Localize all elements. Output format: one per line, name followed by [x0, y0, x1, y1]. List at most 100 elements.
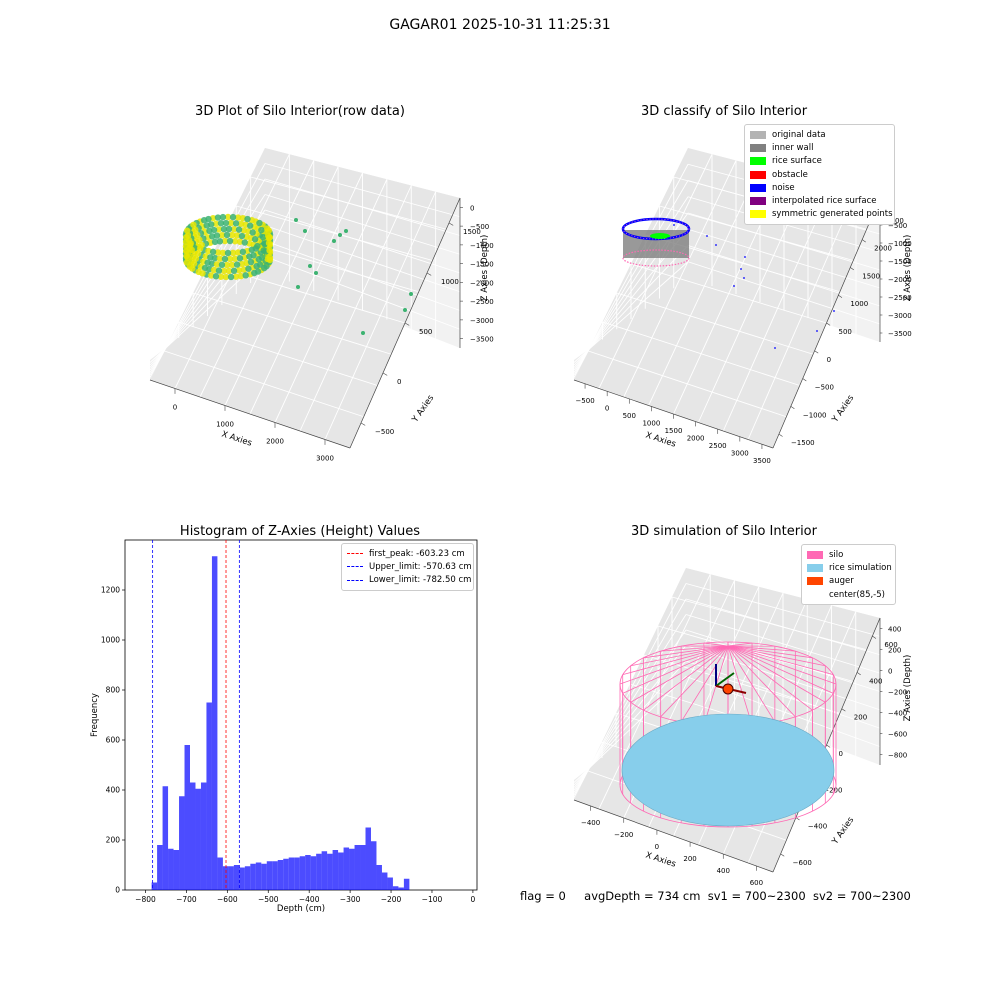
p1-point: [251, 236, 259, 243]
p2-y-axis-label: Y Axies: [830, 393, 857, 425]
panel1-title: 3D Plot of Silo Interior(row data): [195, 104, 405, 119]
histogram-bar: [387, 877, 393, 890]
p2-y-tick-label: −1500: [791, 439, 815, 447]
p2-gridline: [602, 321, 800, 386]
p4-silo-roof-edge: [727, 645, 826, 667]
p1-point: [232, 273, 240, 280]
p1-point: [237, 272, 245, 280]
p1-point: [236, 238, 244, 245]
p4-y-tick-label: −400: [808, 823, 827, 831]
histogram-bar: [283, 858, 289, 890]
p1-point: [264, 225, 271, 232]
histogram-plot-area: [124, 539, 478, 891]
legend-label: Lower_limit: -782.50 cm: [369, 575, 472, 586]
histogram-bar: [365, 827, 371, 890]
p1-grid: [149, 154, 461, 440]
p1-point: [220, 267, 228, 275]
legend-swatch: [750, 130, 766, 139]
sv1-text: sv1 = 700~2300: [707, 889, 806, 903]
histogram-bar: [288, 857, 295, 890]
p1-point: [223, 261, 231, 269]
legend-entry: rice simulation: [807, 561, 892, 574]
p2-gridline: [616, 292, 814, 355]
p1-x-tick-label: 3000: [316, 455, 334, 463]
histogram-bar: [327, 853, 333, 890]
p2-y-tick-label: 0: [827, 356, 831, 364]
p1-point: [212, 273, 220, 280]
legend-label: original data: [772, 129, 826, 140]
p1-point: [242, 272, 249, 279]
histogram-x-tick-label: −800: [135, 895, 156, 904]
legend-label: interpolated rice surface: [772, 196, 877, 207]
p1-point: [208, 272, 215, 279]
histogram-bar: [299, 856, 306, 890]
histogram-x-tick-label: −300: [340, 895, 361, 904]
p4-x-tick-label: 0: [655, 843, 659, 851]
histogram-x-tick-label: −700: [176, 895, 197, 904]
p4-y-tick-label: 200: [854, 714, 867, 722]
histogram-bar: [200, 782, 207, 890]
legend-swatch: [347, 553, 363, 555]
p4-y-tick-label: 0: [839, 750, 843, 758]
p2-y-tick: [838, 294, 843, 298]
p2-x-tick-label: 500: [623, 412, 636, 420]
p4-y-tick-label: −200: [823, 786, 842, 794]
histogram-y-tick-label: 0: [115, 886, 120, 895]
p1-gridline: [178, 321, 378, 386]
p4-silo-roof-edge: [727, 645, 796, 718]
p1-point: [189, 265, 196, 272]
p1-point: [237, 220, 245, 228]
figure-title: GAGAR01 2025-10-31 11:25:31: [389, 17, 611, 33]
p1-point: [214, 214, 222, 221]
p4-y-tick: [795, 817, 800, 821]
histogram-bar: [272, 861, 278, 890]
p1-point: [184, 232, 192, 239]
p2-x-tick-label: 2000: [687, 435, 705, 443]
legend-swatch: [807, 577, 823, 586]
histogram-x-tick-label: −400: [299, 895, 320, 904]
legend-swatch: [750, 143, 766, 152]
p1-z-tick-label: −2000: [470, 279, 494, 287]
p2-y-tick: [826, 322, 831, 326]
p2-x-tick-label: 3500: [753, 457, 771, 465]
histogram-y-tick-label: 600: [106, 736, 121, 745]
p1-point: [244, 215, 251, 223]
p1-point: [192, 226, 199, 233]
p1-y-tick: [404, 322, 410, 326]
legend-swatch: [807, 563, 823, 572]
p1-point: [236, 255, 244, 262]
histogram-y-tick-label: 200: [106, 836, 121, 845]
p2-noise-point: [743, 277, 745, 279]
p4-silo-roof-edge: [727, 645, 776, 723]
histogram-x-tick-label: 0: [471, 895, 476, 904]
p4-z-tick-label: −800: [888, 752, 907, 760]
p1-z-tick-label: −1500: [470, 261, 494, 269]
legend-label: first_peak: -603.23 cm: [369, 548, 465, 559]
histogram-bar: [179, 796, 185, 890]
p1-point: [210, 266, 218, 274]
p2-noise-point: [774, 347, 776, 349]
histogram-bar: [173, 850, 180, 890]
p1-point: [263, 262, 270, 270]
p1-outlier-point: [332, 239, 336, 243]
p1-z-tick-label: −2500: [470, 298, 494, 306]
panel3-title: Histogram of Z-Axies (Height) Values: [179, 524, 421, 539]
p1-point: [233, 232, 241, 239]
p1-point: [215, 226, 223, 233]
legend-entry: inner wall: [750, 141, 889, 154]
p2-rice-surface-patch: [650, 233, 670, 239]
p4-y-tick: [780, 853, 785, 857]
p1-point: [235, 267, 243, 274]
p1-point: [230, 267, 238, 275]
p1-z-tick-label: −3500: [470, 336, 494, 344]
p2-gridline: [573, 261, 689, 363]
p1-y-tick-label: 0: [397, 378, 401, 386]
histogram-bar: [321, 851, 328, 890]
p2-noise-point: [833, 310, 835, 312]
p1-point: [196, 236, 203, 244]
p4-x-tick-label: 200: [683, 855, 696, 863]
p1-point: [258, 254, 266, 261]
legend-entry: Lower_limit: -782.50 cm: [347, 574, 472, 587]
p1-z-axis-label: Z Axies (Depth): [480, 235, 490, 302]
p4-y-tick-label: −600: [793, 859, 812, 867]
